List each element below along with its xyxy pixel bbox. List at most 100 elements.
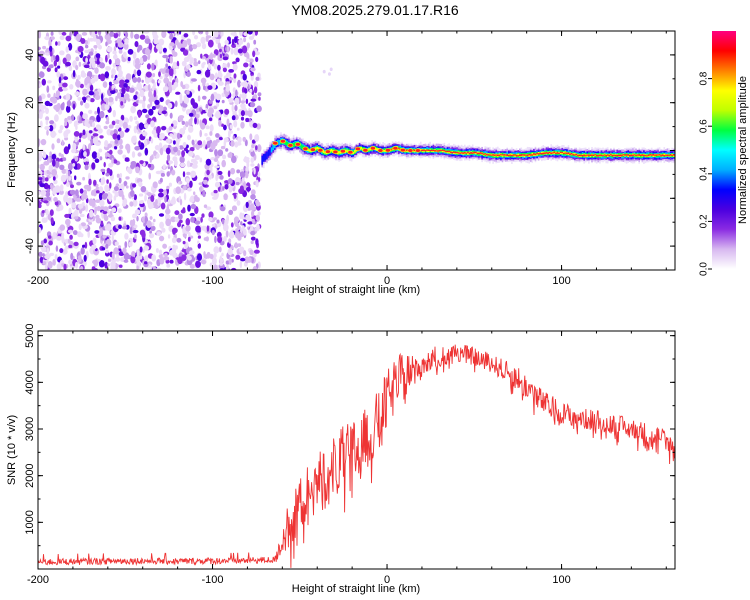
signal-cell xyxy=(643,154,645,157)
signal-cell xyxy=(495,154,497,156)
noise-speckle xyxy=(106,179,109,184)
noise-speckle xyxy=(253,94,258,99)
noise-speckle xyxy=(125,127,130,132)
noise-speckle xyxy=(219,175,224,180)
signal-cell xyxy=(567,152,570,155)
noise-speckle xyxy=(109,31,115,37)
noise-speckle xyxy=(151,79,155,84)
noise-speckle xyxy=(118,224,122,229)
noise-speckle xyxy=(163,189,167,196)
noise-speckle xyxy=(228,151,233,159)
noise-speckle xyxy=(44,36,50,41)
noise-speckle xyxy=(168,125,173,131)
noise-speckle xyxy=(108,124,114,129)
noise-speckle xyxy=(113,195,117,201)
noise-speckle xyxy=(250,236,256,241)
noise-speckle xyxy=(138,193,144,197)
signal-cell xyxy=(360,146,362,150)
noise-speckle xyxy=(163,256,170,261)
noise-speckle xyxy=(67,229,74,233)
noise-speckle xyxy=(78,61,82,67)
noise-speckle xyxy=(240,110,245,117)
signal-peak xyxy=(339,149,346,154)
noise-speckle xyxy=(80,247,85,255)
noise-speckle xyxy=(145,114,150,119)
signal-cell xyxy=(424,150,427,152)
noise-speckle xyxy=(174,216,180,223)
noise-speckle xyxy=(249,249,254,255)
noise-speckle xyxy=(221,159,226,168)
noise-speckle xyxy=(59,224,66,231)
noise-speckle xyxy=(187,236,191,242)
noise-speckle xyxy=(163,145,167,151)
noise-speckle xyxy=(139,246,143,253)
signal-cell xyxy=(500,154,502,156)
noise-speckle xyxy=(179,198,183,206)
noise-speckle xyxy=(135,91,138,95)
noise-speckle xyxy=(173,146,178,153)
signal-cell xyxy=(517,155,519,157)
noise-speckle xyxy=(197,240,200,244)
noise-speckle xyxy=(250,67,256,72)
noise-speckle xyxy=(159,177,163,183)
noise-speckle xyxy=(253,86,258,94)
noise-speckle xyxy=(52,259,56,266)
signal-cell xyxy=(509,154,512,156)
noise-speckle xyxy=(231,104,234,113)
noise-speckle xyxy=(182,103,188,108)
noise-speckle xyxy=(241,225,245,231)
noise-speckle xyxy=(63,146,70,155)
noise-speckle xyxy=(68,42,73,51)
noise-speckle xyxy=(98,31,102,36)
colorbar-ticks: 0.0 0.2 0.4 0.6 0.8 xyxy=(699,71,712,276)
noise-speckle xyxy=(90,78,96,84)
noise-speckle xyxy=(195,260,201,268)
noise-speckle xyxy=(77,97,82,101)
noise-speckle xyxy=(218,246,222,253)
noise-speckle xyxy=(228,238,232,244)
signal-cell xyxy=(536,153,538,156)
noise-speckle xyxy=(252,218,255,224)
noise-speckle xyxy=(219,53,223,59)
noise-speckle xyxy=(165,259,170,264)
noise-speckle xyxy=(255,201,261,207)
noise-speckle xyxy=(149,99,153,107)
noise-speckle xyxy=(89,209,94,218)
noise-speckle xyxy=(38,95,42,103)
noise-speckle xyxy=(83,64,90,69)
noise-speckle xyxy=(245,166,249,173)
noise-speckle xyxy=(96,57,100,65)
noise-speckle xyxy=(199,185,203,194)
noise-speckle xyxy=(257,171,261,178)
noise-speckle xyxy=(155,103,160,109)
noise-speckle xyxy=(158,108,163,114)
signal-cell xyxy=(539,152,541,155)
noise-speckle xyxy=(91,162,96,170)
noise-speckle xyxy=(95,124,101,130)
noise-speckle xyxy=(90,138,94,146)
figure-title: YM08.2025.279.01.17.R16 xyxy=(291,2,459,18)
noise-speckle xyxy=(38,177,43,181)
signal-cell xyxy=(559,151,562,153)
spectrogram-x-label: Height of straight line (km) xyxy=(292,284,420,296)
noise-speckle xyxy=(133,94,138,100)
noise-speckle xyxy=(201,213,205,218)
noise-speckle xyxy=(77,255,81,263)
noise-speckle xyxy=(247,31,253,35)
signal-cell xyxy=(501,154,504,156)
noise-speckle xyxy=(240,116,245,121)
noise-speckle xyxy=(83,254,87,262)
noise-speckle xyxy=(191,44,198,50)
signal-cell xyxy=(525,154,527,156)
noise-speckle xyxy=(233,47,240,56)
signal-cell xyxy=(574,154,576,156)
noise-speckle xyxy=(230,222,234,228)
signal-peak xyxy=(362,148,369,153)
signal-cell xyxy=(652,154,655,157)
noise-speckle xyxy=(158,249,163,255)
noise-speckle xyxy=(204,225,207,233)
noise-speckle xyxy=(178,115,185,119)
noise-speckle xyxy=(65,218,71,226)
signal-cell xyxy=(486,154,488,156)
noise-speckle xyxy=(67,238,71,244)
